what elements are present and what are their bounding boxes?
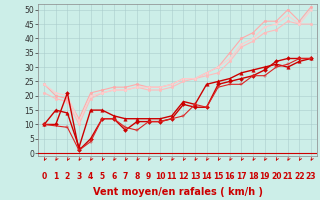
Text: 3: 3 bbox=[76, 172, 82, 181]
Text: 2: 2 bbox=[65, 172, 70, 181]
Text: 0: 0 bbox=[42, 172, 47, 181]
Text: 10: 10 bbox=[155, 172, 165, 181]
Text: 23: 23 bbox=[306, 172, 316, 181]
Text: 6: 6 bbox=[111, 172, 116, 181]
Text: 17: 17 bbox=[236, 172, 247, 181]
Text: 21: 21 bbox=[283, 172, 293, 181]
Text: 9: 9 bbox=[146, 172, 151, 181]
Text: 5: 5 bbox=[100, 172, 105, 181]
Text: 8: 8 bbox=[134, 172, 140, 181]
Text: 15: 15 bbox=[213, 172, 223, 181]
Text: 16: 16 bbox=[225, 172, 235, 181]
Text: 4: 4 bbox=[88, 172, 93, 181]
Text: 1: 1 bbox=[53, 172, 59, 181]
Text: 13: 13 bbox=[190, 172, 200, 181]
X-axis label: Vent moyen/en rafales ( km/h ): Vent moyen/en rafales ( km/h ) bbox=[92, 187, 263, 197]
Text: 20: 20 bbox=[271, 172, 282, 181]
Text: 11: 11 bbox=[166, 172, 177, 181]
Text: 18: 18 bbox=[248, 172, 258, 181]
Text: 7: 7 bbox=[123, 172, 128, 181]
Text: 22: 22 bbox=[294, 172, 305, 181]
Text: 14: 14 bbox=[201, 172, 212, 181]
Text: 19: 19 bbox=[259, 172, 270, 181]
Text: 12: 12 bbox=[178, 172, 189, 181]
